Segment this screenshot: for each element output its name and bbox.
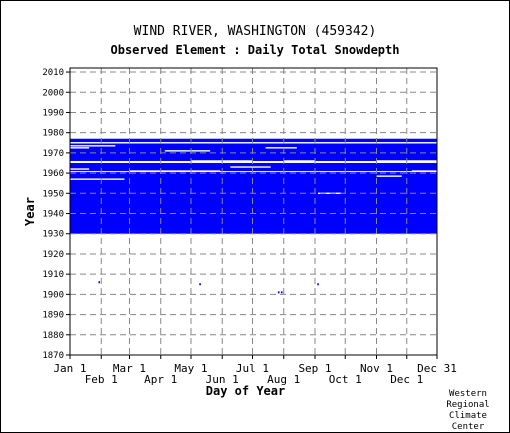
y-tick-label: 1880 bbox=[42, 331, 64, 341]
x-tick-label: Feb 1 bbox=[85, 373, 118, 386]
y-tick-label: 1920 bbox=[42, 250, 64, 260]
x-tick-label: Oct 1 bbox=[329, 373, 362, 386]
x-tick-label: Mar 1 bbox=[113, 362, 146, 375]
x-tick-label: Aug 1 bbox=[267, 373, 300, 386]
data-point bbox=[196, 226, 198, 229]
data-gap bbox=[70, 178, 125, 180]
y-tick-label: 1970 bbox=[42, 149, 64, 159]
plot-border bbox=[69, 67, 438, 356]
credit-line: Climate bbox=[449, 411, 487, 421]
data-gap bbox=[318, 192, 342, 195]
credit-block: Western Regional Climate Center bbox=[438, 389, 498, 433]
chart-title: WIND RIVER, WASHINGTON (459342) bbox=[133, 24, 377, 39]
y-tick-label: 1990 bbox=[42, 108, 64, 118]
y-tick-label: 2000 bbox=[42, 88, 64, 98]
x-tick-label: Dec 31 bbox=[417, 362, 457, 375]
chart-subtitle: Observed Element : Daily Total Snowdepth bbox=[110, 43, 400, 57]
credit-line: Center bbox=[451, 422, 485, 432]
x-tick-label: Sep 1 bbox=[298, 362, 331, 375]
data-gap bbox=[265, 147, 297, 149]
data-gap bbox=[283, 160, 316, 162]
y-tick-label: 1940 bbox=[42, 210, 64, 220]
coverage-block bbox=[70, 138, 437, 161]
credit-line: Regional bbox=[446, 400, 490, 410]
data-gap bbox=[230, 166, 271, 168]
data-point bbox=[317, 283, 319, 286]
y-tick-label: 1910 bbox=[42, 270, 64, 280]
y-tick-label: 2010 bbox=[42, 68, 64, 78]
credit-line: Western bbox=[449, 389, 487, 399]
data-gap bbox=[376, 175, 402, 177]
x-tick-label: Jun 1 bbox=[206, 373, 239, 386]
x-tick-label: Apr 1 bbox=[144, 373, 177, 386]
data-gap bbox=[164, 150, 211, 152]
data-gap bbox=[129, 170, 221, 172]
data-point bbox=[280, 291, 283, 294]
y-tick-label: 1960 bbox=[42, 169, 64, 179]
x-tick-label: Nov 1 bbox=[360, 362, 393, 375]
data-gap bbox=[411, 170, 437, 172]
y-tick-label: 1930 bbox=[42, 230, 64, 240]
y-tick-label: 1950 bbox=[42, 189, 64, 199]
y-tick-label: 1900 bbox=[42, 290, 64, 300]
y-tick-label: 1870 bbox=[42, 351, 64, 361]
coverage-block bbox=[70, 172, 437, 234]
x-tick-label: Dec 1 bbox=[390, 373, 423, 386]
data-point bbox=[98, 281, 101, 284]
x-tick-label: Jul 1 bbox=[236, 362, 269, 375]
data-gap bbox=[70, 168, 90, 170]
x-tick-label: May 1 bbox=[174, 362, 207, 375]
data-gap bbox=[70, 147, 90, 149]
x-tick-label: Jan 1 bbox=[53, 362, 86, 375]
data-gap bbox=[70, 142, 437, 144]
x-axis-title: Day of Year bbox=[206, 384, 285, 398]
data-gap bbox=[190, 160, 253, 162]
y-axis-title: Year bbox=[23, 197, 37, 226]
data-gap bbox=[70, 145, 116, 147]
data-point bbox=[317, 224, 319, 227]
y-tick-label: 1980 bbox=[42, 129, 64, 139]
data-point bbox=[199, 283, 201, 286]
data-point bbox=[277, 291, 280, 294]
y-tick-label: 1890 bbox=[42, 311, 64, 321]
data-point bbox=[219, 198, 222, 201]
